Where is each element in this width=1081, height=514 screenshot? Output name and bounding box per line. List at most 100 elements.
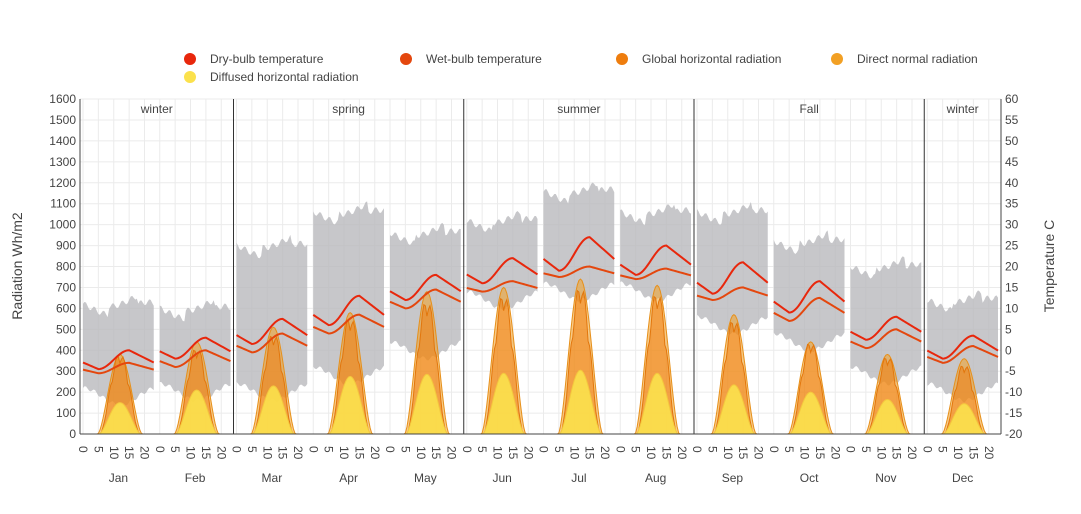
- y-left-tick-label: 400: [56, 343, 76, 357]
- wet-bulb-line-nov: [850, 328, 922, 350]
- y-right-tick-label: 10: [1005, 301, 1019, 315]
- dry-bulb-line-mar: [236, 317, 308, 345]
- dry-bulb-line-aug: [619, 244, 692, 276]
- season-label: summer: [557, 102, 600, 116]
- y-right-tick-label: -15: [1005, 406, 1023, 420]
- month-label-nov: Nov: [875, 471, 896, 485]
- legend-label: Direct normal radiation: [857, 52, 978, 66]
- hour-tick-label: 5: [398, 446, 412, 453]
- dry-bulb-line-nov: [850, 315, 922, 341]
- y-right-tick-label: 15: [1005, 280, 1019, 294]
- y-left-tick-label: 0: [69, 427, 76, 441]
- y-left-tick-label: 1300: [49, 155, 76, 169]
- hour-tick-label: 5: [782, 446, 796, 453]
- wet-bulb-line-jan: [82, 361, 155, 375]
- month-label-jan: Jan: [109, 471, 128, 485]
- month-label-jun: Jun: [492, 471, 511, 485]
- wet-bulb-line-oct: [773, 296, 846, 322]
- hour-tick-label: 0: [844, 446, 858, 453]
- y-left-tick-label: 600: [56, 301, 76, 315]
- hour-tick-label: 0: [920, 446, 934, 453]
- temperature-band-apr: [313, 201, 384, 386]
- y-left-tick-label: 1600: [49, 92, 76, 106]
- hour-tick-label: 15: [199, 446, 213, 460]
- hour-tick-label: 20: [675, 446, 689, 460]
- month-label-mar: Mar: [262, 471, 283, 485]
- y-left-tick-label: 700: [56, 280, 76, 294]
- y-left-tick-label: 900: [56, 239, 76, 253]
- legend-marker: [184, 53, 196, 65]
- y-right-tick-label: 35: [1005, 197, 1019, 211]
- dry-bulb-line-feb: [159, 336, 231, 360]
- wet-bulb-line-feb: [159, 349, 231, 369]
- y-right-tick-label: -20: [1005, 427, 1023, 441]
- legend-label: Global horizontal radiation: [642, 52, 781, 66]
- y-left-tick-label: 200: [56, 385, 76, 399]
- hour-tick-label: 10: [644, 446, 658, 460]
- month-label-dec: Dec: [952, 471, 973, 485]
- hour-tick-label: 5: [168, 446, 182, 453]
- hour-tick-label: 10: [260, 446, 274, 460]
- hour-tick-label: 0: [767, 446, 781, 453]
- y-right-tick-label: 30: [1005, 218, 1019, 232]
- y-right-tick-label: 20: [1005, 260, 1019, 274]
- wet-bulb-line-mar: [236, 332, 308, 354]
- y-right-tick-label: 40: [1005, 176, 1019, 190]
- wet-bulb-line-jun: [466, 280, 538, 293]
- wet-bulb-line-apr: [312, 313, 385, 335]
- legend: Dry-bulb temperature Wet-bulb temperature…: [184, 52, 978, 84]
- y-right-tick-label: 25: [1005, 239, 1019, 253]
- hour-tick-label: 10: [567, 446, 581, 460]
- hour-tick-label: 15: [966, 446, 980, 460]
- hour-tick-label: 5: [629, 446, 643, 453]
- hour-tick-label: 20: [982, 446, 996, 460]
- hour-tick-label: 20: [905, 446, 919, 460]
- hour-tick-label: 10: [798, 446, 812, 460]
- hour-tick-label: 20: [138, 446, 152, 460]
- hour-tick-label: 0: [613, 446, 627, 453]
- wet-bulb-line-aug: [620, 267, 692, 281]
- hour-tick-label: 5: [322, 446, 336, 453]
- season-dividers: winter spring summer Fall winter: [140, 99, 979, 434]
- y-left-tick-label: 1200: [49, 176, 76, 190]
- y-left-tick-label: 1000: [49, 218, 76, 232]
- hour-tick-label: 10: [491, 446, 505, 460]
- wet-bulb-line-jul: [543, 265, 615, 278]
- y-left-tick-label: 500: [56, 322, 76, 336]
- season-label: winter: [946, 102, 979, 116]
- hour-tick-label: 15: [583, 446, 597, 460]
- hour-tick-label: 15: [506, 446, 520, 460]
- hour-tick-label: 15: [736, 446, 750, 460]
- hour-tick-label: 5: [475, 446, 489, 453]
- y-right-tick-label: -10: [1005, 385, 1023, 399]
- hour-tick-label: 10: [184, 446, 198, 460]
- hour-tick-label: 5: [91, 446, 105, 453]
- season-label: spring: [332, 102, 365, 116]
- hour-tick-label: 0: [306, 446, 320, 453]
- hour-tick-label: 5: [245, 446, 259, 453]
- hour-tick-label: 20: [368, 446, 382, 460]
- y-left-tick-label: 300: [56, 364, 76, 378]
- y-left-tick-label: 1100: [50, 197, 76, 211]
- temperature-band-dec: [927, 290, 998, 403]
- hour-tick-label: 15: [813, 446, 827, 460]
- y-right-tick-label: 0: [1005, 343, 1012, 357]
- hour-tick-label: 5: [859, 446, 873, 453]
- y-right-tick-label: 50: [1005, 134, 1019, 148]
- wet-bulb-line-dec: [926, 345, 999, 364]
- dry-bulb-line-dec: [926, 334, 999, 360]
- y-right-tick-label: 55: [1005, 113, 1019, 127]
- hour-tick-label: 0: [383, 446, 397, 453]
- hour-tick-label: 15: [659, 446, 673, 460]
- temperature-band-may: [390, 222, 461, 361]
- month-label-jul: Jul: [571, 471, 586, 485]
- hour-tick-label: 5: [936, 446, 950, 453]
- y-axis-right-title: Temperature C: [1041, 220, 1057, 313]
- y-right-tick-label: 45: [1005, 155, 1019, 169]
- month-label-may: May: [414, 471, 437, 485]
- month-label-aug: Aug: [645, 471, 666, 485]
- legend-label: Dry-bulb temperature: [210, 52, 324, 66]
- hour-tick-label: 0: [460, 446, 474, 453]
- y-left-tick-label: 1400: [49, 134, 76, 148]
